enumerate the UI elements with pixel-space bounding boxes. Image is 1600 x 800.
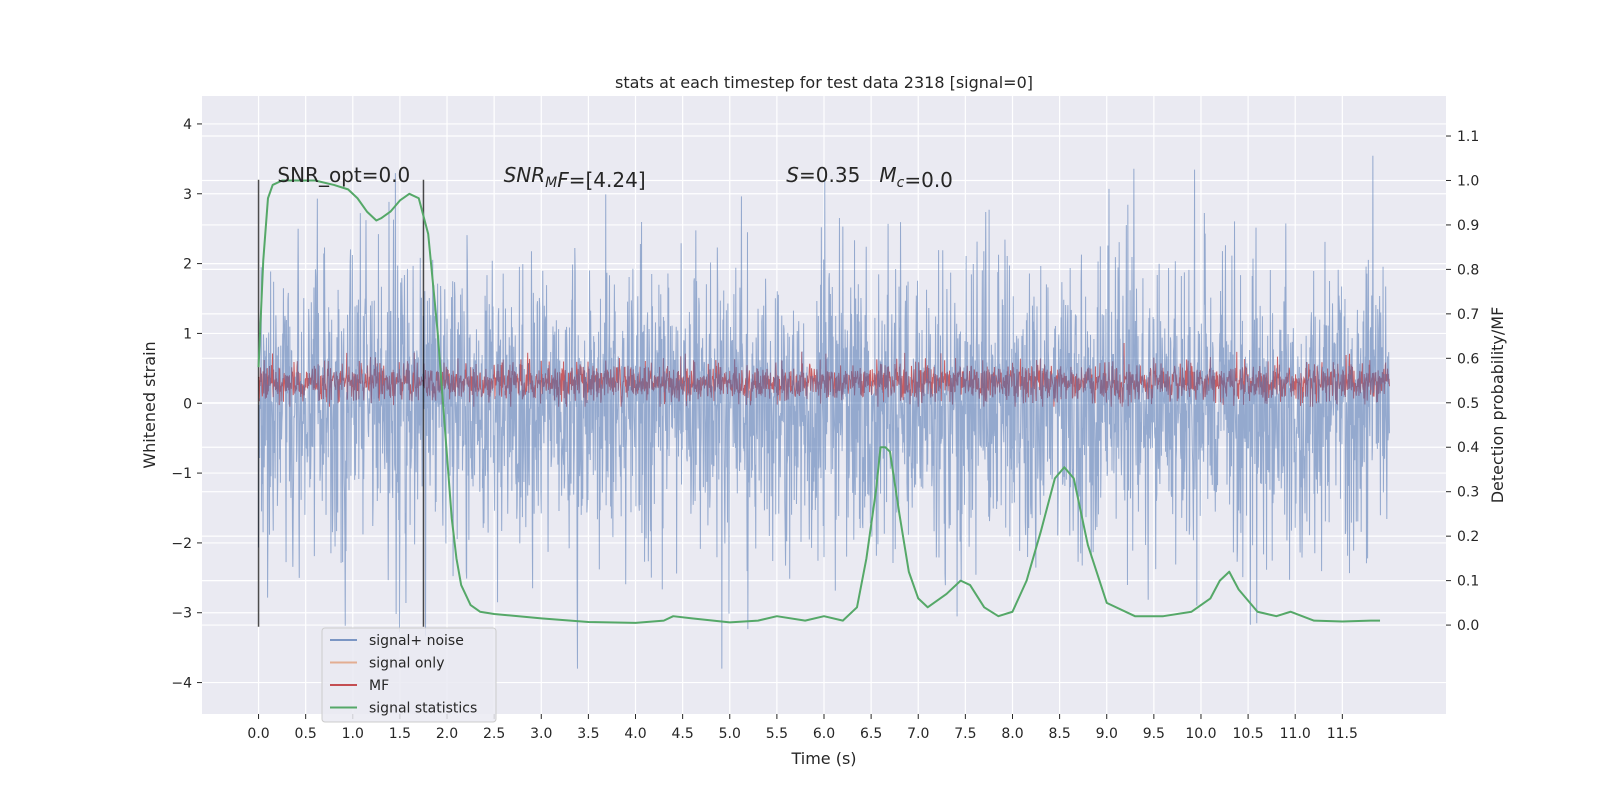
vertical-lines (257, 179, 425, 627)
legend-label: signal only (369, 656, 444, 672)
series-signal-noise-line (258, 155, 1390, 669)
y-right-tick-label: 0.3 (1457, 485, 1479, 501)
noise-layer (258, 155, 1390, 669)
series-signal-statistics-line (257, 179, 1381, 624)
y-right-ticks: 0.0 0.1 0.2 0.3 0.4 0.5 0.6 0.7 0.8 0.9 1.0 1.1 (1446, 129, 1479, 634)
x-tick-label: 2.0 (436, 726, 458, 742)
legend-label: signal+ noise (369, 633, 464, 649)
x-tick-label: 11.5 (1327, 726, 1358, 742)
x-tick-label: 11.0 (1280, 726, 1311, 742)
legend-label: signal statistics (369, 701, 477, 717)
y-right-tick-label: 1.0 (1457, 173, 1479, 189)
x-tick-label: 0.5 (295, 726, 317, 742)
x-tick-label: 1.5 (389, 726, 411, 742)
y-right-tick-label: 0.1 (1457, 574, 1479, 590)
y-right-tick-label: 0.5 (1457, 396, 1479, 412)
x-tick-label: 1.0 (342, 726, 364, 742)
x-tick-label: 8.5 (1048, 726, 1070, 742)
x-tick-label: 9.5 (1143, 726, 1165, 742)
x-tick-label: 6.0 (813, 726, 835, 742)
y-left-tick-label: 4 (183, 117, 192, 133)
y-right-tick-label: 0.7 (1457, 307, 1479, 323)
x-tick-label: 7.0 (907, 726, 929, 742)
x-tick-label: 4.5 (672, 726, 694, 742)
chart-title: stats at each timestep for test data 231… (615, 73, 1033, 92)
legend-label: MF (369, 678, 389, 694)
x-tick-label: 10.5 (1233, 726, 1264, 742)
y-right-tick-label: 0.0 (1457, 618, 1479, 634)
legend: signal+ noise signal only MF signal statist… (321, 627, 497, 723)
annotation-s-mc: S=0.35 Mc=0.0 (786, 163, 953, 192)
x-tick-label: 7.5 (954, 726, 976, 742)
y-left-tick-label: −4 (171, 676, 192, 692)
x-ticks: 0.0 0.5 1.0 1.5 2.0 2.5 3.0 3.5 4.0 4.5 5.0 5.5 6.0 6… (247, 714, 1358, 742)
y-right-tick-label: 0.9 (1457, 218, 1479, 234)
x-tick-label: 4.0 (624, 726, 646, 742)
y-left-tick-label: −2 (171, 536, 192, 552)
annotation-snr-opt: SNR_opt=0.0 (277, 163, 410, 187)
x-axis-label: Time (s) (790, 749, 856, 768)
y-left-tick-label: 1 (183, 326, 192, 342)
legend-box (321, 627, 497, 723)
x-tick-label: 10.0 (1185, 726, 1216, 742)
y-right-tick-label: 0.2 (1457, 529, 1479, 545)
y-left-axis-label: Whitened strain (140, 341, 159, 468)
y-left-ticks: −4 −3 −2 −1 0 1 2 3 4 (171, 117, 202, 692)
annotation-snr-mf: SNRMF=[4.24] (504, 163, 646, 192)
x-tick-label: 3.0 (530, 726, 552, 742)
stat-layer (257, 179, 1381, 624)
x-tick-label: 5.0 (719, 726, 741, 742)
x-tick-label: 6.5 (860, 726, 882, 742)
y-left-tick-label: 2 (183, 257, 192, 273)
y-left-tick-label: 3 (183, 187, 192, 203)
x-tick-label: 9.0 (1096, 726, 1118, 742)
x-tick-label: 5.5 (766, 726, 788, 742)
y-right-axis-label: Detection probability/MF (1488, 307, 1507, 504)
x-tick-label: 2.5 (483, 726, 505, 742)
y-left-tick-label: −3 (171, 606, 192, 622)
x-tick-label: 0.0 (247, 726, 269, 742)
y-right-tick-label: 0.4 (1457, 440, 1479, 456)
y-right-tick-label: 0.6 (1457, 351, 1479, 367)
y-left-tick-label: 0 (183, 396, 192, 412)
y-right-tick-label: 1.1 (1457, 129, 1479, 145)
y-left-tick-label: −1 (171, 466, 192, 482)
x-tick-label: 8.0 (1001, 726, 1023, 742)
x-tick-label: 3.5 (577, 726, 599, 742)
annotations: SNR_opt=0.0 SNRMF=[4.24] S=0.35 Mc=0.0 (277, 163, 953, 192)
y-right-tick-label: 0.8 (1457, 262, 1479, 278)
